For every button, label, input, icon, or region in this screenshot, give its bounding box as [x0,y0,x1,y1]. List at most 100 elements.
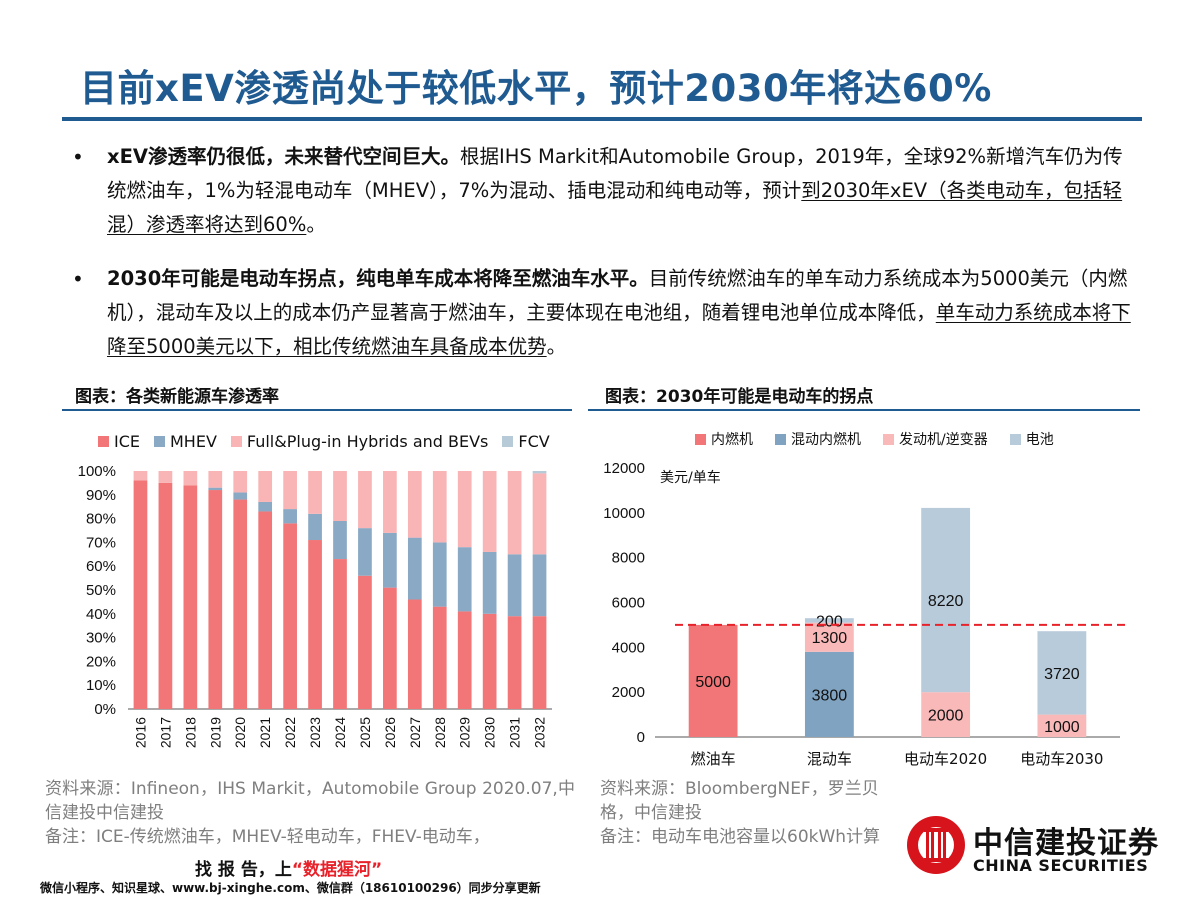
legend-item: 电池 [1009,429,1054,449]
bar-segment [133,471,148,481]
legend-item: MHEV [154,431,217,451]
bar-segment [432,606,447,709]
bar-segment [1037,631,1087,715]
y-tick-label: 2000 [612,684,645,701]
y-tick-label: 80% [86,511,116,528]
bar-segment [358,471,372,529]
bar-segment [233,499,248,709]
bar-segment [804,622,854,652]
left-figure-rule [62,409,572,411]
bar-segment [208,487,223,491]
bar-segment [407,537,422,600]
bullet-item: • xEV渗透率仍很低，未来替代空间巨大。根据IHS Markit和Automo… [62,140,1142,242]
y-tick-label: 4000 [612,639,645,656]
bullet-lead: 2030年可能是电动车拐点，纯电单车成本将降至燃油车水平。 [107,267,649,290]
legend-label: 电池 [1025,432,1054,448]
bar-segment [921,692,971,737]
bar-segment [233,492,248,500]
company-logo: 中信建投证券 CHINA SECURITIES [905,816,1158,878]
x-tick-label: 2020 [232,717,248,748]
x-tick-label: 2024 [332,717,348,748]
right-stacked-bar-chart: 0 2000 4000 6000 8000 10000 12000 美元/单车 5000 燃油车 3… [603,460,1130,768]
bar-segment [208,490,223,709]
x-tick-label: 2029 [457,717,473,748]
bar-segment [921,507,971,693]
right-note-text: 备注：电动车电池容量以60kWh计算 [600,827,881,847]
bar-segment [158,482,173,709]
logo-text-cn: 中信建投证券 [973,826,1159,861]
bar-segment [482,471,497,552]
left-stacked-bar-chart: 0% 10% 20% 30% 40% 50% 60% 70% 80% 90% 100% 2016 201… [78,463,552,748]
bar-segment [283,509,297,524]
x-tick-label: 2025 [357,717,373,748]
legend-label: 发动机/逆变器 [899,432,988,448]
bar-segment [432,471,447,543]
legend-item: 混动内燃机 [775,429,861,449]
bar-segment [383,471,397,533]
bar-segment [308,540,322,709]
legend-swatch-icon [154,435,165,447]
bar-segment [158,471,173,483]
y-tick-label: 30% [86,630,116,647]
bar-segment [804,651,854,737]
y-tick-label: 20% [86,653,116,670]
bullet-tail: 。 [306,213,326,236]
title-divider [62,117,1142,121]
bar-segment [333,520,347,560]
x-tick-label: 2019 [207,717,223,748]
bar-segment [507,471,522,555]
left-figure-source: 资料来源：Infineon，IHS Markit，Automobile Grou… [45,777,575,849]
x-tick-label: 混动车 [807,750,852,768]
bar-segment [233,471,248,493]
data-label: 3720 [1044,666,1080,683]
x-tick-label: 2028 [432,717,448,748]
bar-segment [532,473,547,555]
watermark-prefix: 找 报 告，上 [195,860,292,880]
bar-segment [258,471,273,502]
left-note-text: 备注：ICE-传统燃油车，MHEV-轻电动车，FHEV-电动车， [45,827,490,847]
right-figure-rule [588,409,1140,411]
bar-segment [407,471,422,538]
legend-item: Full&Plug-in Hybrids and BEVs [230,431,489,451]
legend-label: Full&Plug-in Hybrids and BEVs [246,431,489,451]
y-tick-label: 8000 [612,550,645,567]
bar-segment [258,501,273,512]
right-source-text: 资料来源：BloombergNEF，罗兰贝格，中信建投 [600,779,879,823]
legend-swatch-icon [1009,433,1021,445]
bullet-underlined: 到2030年xEV（各类电动车，包括轻混）渗透率将达到60% [107,179,1123,236]
legend-swatch-icon [695,433,706,445]
y-tick-label: 90% [86,487,116,504]
bar-segment [333,471,347,521]
x-tick-label: 2027 [407,717,423,748]
x-tick-label: 2026 [382,717,398,748]
bar-segment [688,624,738,737]
bar-segment [283,523,297,709]
bar-segment [532,554,547,617]
bullet-item: • 2030年可能是电动车拐点，纯电单车成本将降至燃油车水平。目前传统燃油车的单… [62,262,1142,364]
bar-segment [532,471,547,474]
x-tick-label: 2016 [132,717,148,748]
y-tick-label: 60% [86,558,116,575]
bar-segment [482,613,497,709]
bar-segment [308,513,322,541]
page-title: 目前xEV渗透尚处于较低水平，预计2030年将达60% [80,67,992,110]
x-tick-label: 电动车2030 [1020,750,1103,768]
y-tick-label: 100% [78,463,116,480]
y-tick-label: 0% [94,701,116,718]
data-label: 3800 [812,687,848,704]
bar-segment [407,599,422,709]
x-tick-label: 2030 [482,717,498,748]
legend-swatch-icon [230,435,242,447]
data-label: 1300 [812,630,848,647]
right-figure-source: 资料来源：BloombergNEF，罗兰贝格，中信建投 备注：电动车电池容量以6… [600,777,895,849]
legend-label: MHEV [170,431,217,451]
left-source-text: 资料来源：Infineon，IHS Markit，Automobile Grou… [45,779,575,823]
y-tick-label: 50% [86,582,116,599]
bar-segment [308,471,322,514]
right-chart-legend: 内燃机 混动内燃机 发动机/逆变器 电池 [695,429,1076,449]
legend-label: ICE [114,431,140,451]
watermark-line2: 微信小程序、知识星球、www.bj-xinghe.com、微信群（1861010… [40,881,541,895]
bar-segment [482,551,497,614]
logo-text-en: CHINA SECURITIES [973,856,1149,875]
x-tick-label: 2021 [257,717,273,748]
